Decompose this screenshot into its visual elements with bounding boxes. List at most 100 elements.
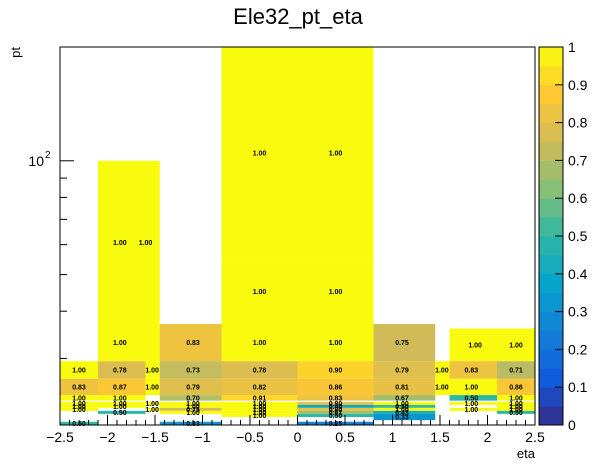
cell-value-label: 0.79 <box>395 367 409 374</box>
cell-value-label: 0.78 <box>253 367 267 374</box>
color-scale-segment <box>539 292 563 313</box>
cell-value-label: 0.33 <box>395 415 409 422</box>
heatmap-cell <box>60 404 98 408</box>
cell-value-label: 1.00 <box>253 289 267 296</box>
cell-value-label: 0.50 <box>395 404 409 411</box>
color-scale-label: 0.6 <box>568 190 588 206</box>
cell-value-label: 1.00 <box>145 367 159 374</box>
heatmap-cell <box>373 378 436 396</box>
color-scale-label: 0.3 <box>568 304 588 320</box>
heatmap-cell <box>497 404 535 408</box>
heatmap-cell <box>159 410 222 414</box>
cell-value-label: 1.00 <box>113 340 127 347</box>
cell-value-label: 0.86 <box>329 384 343 391</box>
heatmap-cell <box>297 404 374 408</box>
cell-value-label: 0.86 <box>509 384 523 391</box>
color-scale-label: 0.8 <box>568 115 588 131</box>
cell-value-label: 0.80 <box>329 401 343 408</box>
heatmap-cell <box>449 395 497 401</box>
cell-value-label: 1.00 <box>329 340 343 347</box>
cell-value-label: 1.00 <box>435 367 449 374</box>
heatmap-cell <box>449 402 497 405</box>
heatmap-cell <box>159 378 222 396</box>
cell-value-label: 1.00 <box>509 407 523 414</box>
heatmap-cell <box>98 410 146 414</box>
x-tick-label: 0 <box>294 429 302 445</box>
cell-value-label: 0.40 <box>329 404 343 411</box>
heatmap-cell <box>159 421 222 425</box>
cell-value-label: 1.00 <box>435 384 449 391</box>
cell-value-label: 1.00 <box>395 407 409 414</box>
cell-value-label: 1.00 <box>329 150 343 157</box>
cell-value-label: 1.00 <box>186 401 200 408</box>
color-scale-segment <box>539 65 563 86</box>
heatmap-cell <box>221 361 298 379</box>
cell-value-label: 1.00 <box>253 404 267 411</box>
heatmap-cell <box>435 378 450 396</box>
cell-value-label: 1.00 <box>509 342 523 349</box>
heatmap-cell <box>98 160 160 325</box>
x-axis: −2.5 −2 −1.5 −1 −0.5 0 0.5 1 1.5 2 2.5 <box>46 415 545 445</box>
heatmap-cell <box>60 402 98 405</box>
cell-value-label: 0.80 <box>329 407 343 414</box>
heatmap-cell <box>60 395 98 401</box>
x-tick-label: −1 <box>195 429 211 445</box>
cell-value-label: 0.83 <box>72 384 86 391</box>
cell-value-label: 1.00 <box>395 401 409 408</box>
heatmap-cell <box>159 395 222 401</box>
y-tick-exponent: 2 <box>45 150 51 161</box>
heatmap-cell <box>60 378 98 396</box>
cell-value-label: 0.82 <box>253 384 267 391</box>
x-tick-label: 1.5 <box>430 429 450 445</box>
heatmap-cell <box>98 324 160 362</box>
heatmap-cell <box>159 407 222 411</box>
heatmap-cell <box>221 402 298 405</box>
x-tick-label: 2.5 <box>525 429 545 445</box>
cell-value-label: 1.00 <box>253 413 267 420</box>
color-scale-segment <box>539 273 563 294</box>
cell-value-label: 1.00 <box>329 289 343 296</box>
heatmap-cell <box>373 324 436 362</box>
cell-value-label: 1.00 <box>72 404 86 411</box>
cell-value-label: 0.75 <box>186 407 200 414</box>
heatmap-cell <box>145 378 160 396</box>
x-tick-label: −2.5 <box>46 429 74 445</box>
cell-value-label: 1.00 <box>113 240 127 247</box>
heatmap-cell <box>98 378 146 396</box>
cell-value-label: 0.83 <box>465 367 479 374</box>
cell-value-label: 1.00 <box>145 384 159 391</box>
color-scale-bar: 0 0.1 0.2 0.3 0.4 0.5 0.6 0.7 0.8 0.9 1 <box>538 39 588 433</box>
heatmap-cell <box>98 404 146 408</box>
cell-value-label: 1.00 <box>253 340 267 347</box>
heatmap-cells <box>60 47 535 425</box>
heatmap-cell <box>449 361 497 379</box>
heatmap-cell <box>449 378 497 396</box>
heatmap-cell <box>373 413 436 421</box>
cell-value-label: 0.83 <box>329 395 343 402</box>
cell-value-label: 0.67 <box>395 395 409 402</box>
cell-value-label: 0.50 <box>113 410 127 417</box>
cell-value-label: 1.00 <box>139 240 153 247</box>
heatmap-cell <box>159 402 222 405</box>
cell-value-label: 1.00 <box>72 395 86 402</box>
color-scale-segment <box>539 141 563 161</box>
heatmap-cell <box>145 361 160 379</box>
color-scale-label: 0.2 <box>568 341 588 357</box>
heatmap-cell <box>98 395 146 401</box>
cell-value-label: 1.00 <box>113 404 127 411</box>
color-scale-segment <box>539 330 563 350</box>
heatmap-cell <box>373 404 436 408</box>
cell-value-label: 0.91 <box>253 395 267 402</box>
cell-value-label: 1.00 <box>72 407 86 414</box>
cell-value-label: 0.50 <box>509 410 523 417</box>
color-scale-segment <box>539 406 563 426</box>
heatmap-cell <box>221 413 298 417</box>
heatmap-cell <box>497 410 535 414</box>
cell-value-label: 1.00 <box>468 342 482 349</box>
heatmap-cell <box>145 402 160 405</box>
cell-value-label: 0.43 <box>395 410 409 417</box>
y-axis-title: pt <box>8 47 23 58</box>
color-scale-segment <box>539 47 563 67</box>
cell-value-label: 0.75 <box>395 340 409 347</box>
heatmap-cell <box>159 404 222 408</box>
